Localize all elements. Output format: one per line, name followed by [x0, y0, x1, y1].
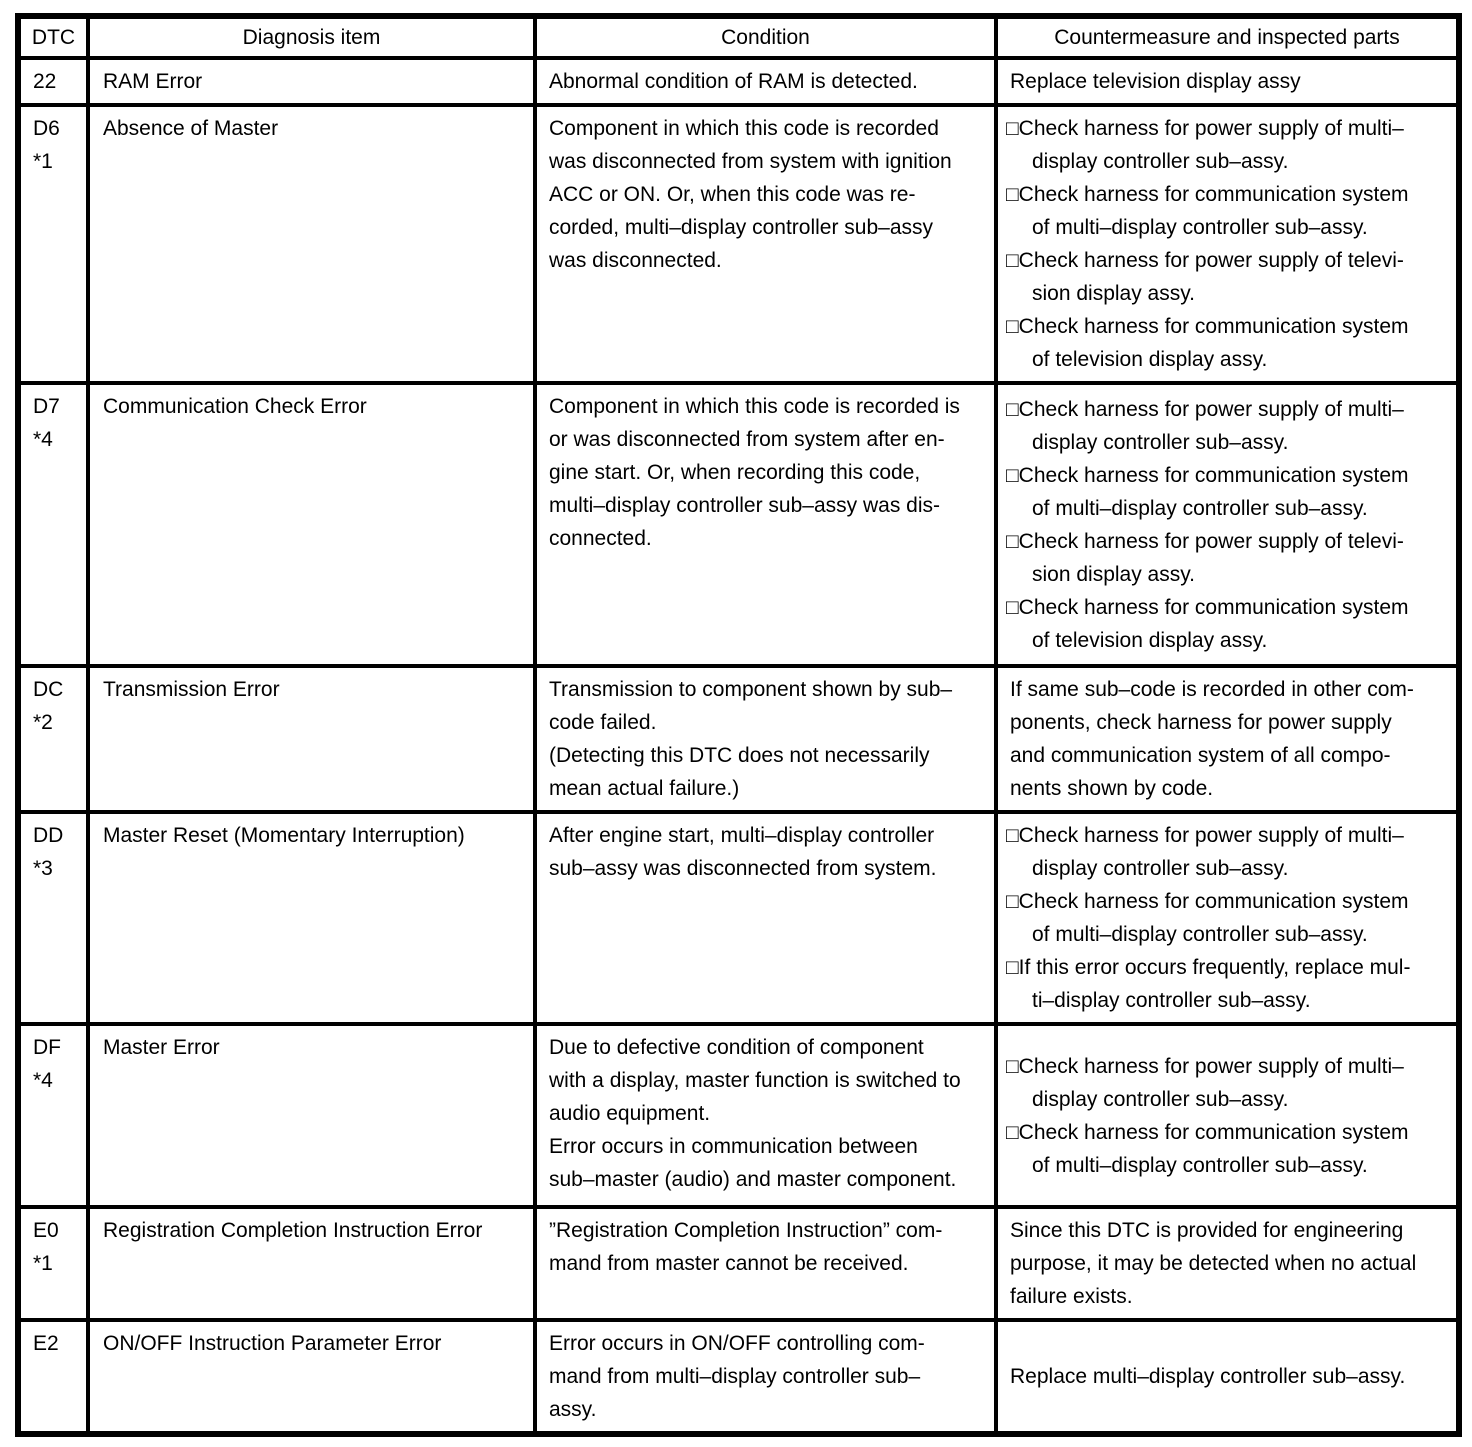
countermeasure-cell: Since this DTC is provided for engineeri…: [994, 1205, 1461, 1322]
condition-cell: Due to defective condition of component …: [533, 1022, 998, 1209]
dtc-code-cell: D6 *1: [16, 103, 90, 385]
table-row: D7 *4 Communication Check Error Componen…: [16, 381, 1461, 668]
diagnosis-item: Master Error: [103, 1036, 220, 1059]
dtc-diagnosis-table: DTC Diagnosis item Condition Countermeas…: [15, 13, 1462, 1437]
diagnosis-item-cell: Master Reset (Momentary Interruption): [86, 810, 537, 1026]
countermeasure-cell: □Check harness for power supply of multi…: [994, 381, 1461, 668]
dtc-code: DD: [33, 824, 64, 847]
dtc-code-cell: DC *2: [16, 664, 90, 814]
col-header-condition: Condition: [533, 14, 998, 60]
countermeasure-text: Replace television display assy: [1010, 70, 1301, 93]
table-header-row: DTC Diagnosis item Condition Countermeas…: [16, 14, 1461, 60]
diagnosis-item-cell: Transmission Error: [86, 664, 537, 814]
diagnosis-item-cell: RAM Error: [86, 56, 537, 107]
countermeasure-checklist-item: □Check harness for communication system …: [1006, 315, 1409, 371]
dtc-code: E0: [33, 1219, 59, 1242]
condition-text: Due to defective condition of component …: [549, 1036, 961, 1191]
diagnosis-item: Transmission Error: [103, 678, 280, 701]
dtc-note: *4: [33, 428, 53, 451]
countermeasure-text: If same sub–code is recorded in other co…: [1010, 678, 1414, 800]
table-row: E2 ON/OFF Instruction Parameter Error Er…: [16, 1318, 1461, 1436]
dtc-note: *4: [33, 1069, 53, 1092]
table-row: DD *3 Master Reset (Momentary Interrupti…: [16, 810, 1461, 1026]
condition-text: Transmission to component shown by sub– …: [549, 678, 953, 800]
condition-cell: Component in which this code is recorded…: [533, 103, 998, 385]
condition-cell: Abnormal condition of RAM is detected.: [533, 56, 998, 107]
countermeasure-checklist-item: □Check harness for power supply of telev…: [1006, 249, 1404, 305]
dtc-note: *1: [33, 1252, 53, 1275]
condition-text: Component in which this code is recorded…: [549, 117, 952, 272]
countermeasure-text: Since this DTC is provided for engineeri…: [1010, 1219, 1417, 1308]
dtc-code-cell: 22: [16, 56, 90, 107]
condition-text: Abnormal condition of RAM is detected.: [549, 70, 918, 93]
dtc-note: *3: [33, 857, 53, 880]
diagnosis-item: Communication Check Error: [103, 395, 367, 418]
condition-cell: Transmission to component shown by sub– …: [533, 664, 998, 814]
dtc-code-cell: DF *4: [16, 1022, 90, 1209]
col-header-countermeasure: Countermeasure and inspected parts: [994, 14, 1461, 60]
countermeasure-cell: If same sub–code is recorded in other co…: [994, 664, 1461, 814]
diagnosis-item-cell: Communication Check Error: [86, 381, 537, 668]
condition-text: Error occurs in ON/OFF controlling com- …: [549, 1332, 925, 1421]
dtc-code-cell: D7 *4: [16, 381, 90, 668]
dtc-code-cell: E2: [16, 1318, 90, 1436]
diagnosis-item: RAM Error: [103, 70, 203, 93]
dtc-code: E2: [33, 1332, 59, 1355]
countermeasure-checklist-item: □Check harness for power supply of telev…: [1006, 529, 1404, 586]
dtc-code-cell: DD *3: [16, 810, 90, 1026]
countermeasure-checklist-item: □If this error occurs frequently, replac…: [1006, 956, 1411, 1012]
dtc-code-cell: E0 *1: [16, 1205, 90, 1322]
countermeasure-checklist-item: □Check harness for communication system …: [1006, 1120, 1409, 1177]
countermeasure-checklist-item: □Check harness for power supply of multi…: [1006, 1054, 1404, 1111]
countermeasure-checklist-item: □Check harness for power supply of multi…: [1006, 397, 1404, 454]
countermeasure-cell: Replace television display assy: [994, 56, 1461, 107]
condition-cell: Component in which this code is recorded…: [533, 381, 998, 668]
countermeasure-checklist-item: □Check harness for communication system …: [1006, 595, 1409, 652]
diagnosis-item: ON/OFF Instruction Parameter Error: [103, 1332, 442, 1355]
dtc-code: 22: [33, 70, 57, 93]
dtc-code: D6: [33, 117, 60, 140]
table-row: E0 *1 Registration Completion Instructio…: [16, 1205, 1461, 1322]
condition-cell: Error occurs in ON/OFF controlling com- …: [533, 1318, 998, 1436]
countermeasure-checklist-item: □Check harness for power supply of multi…: [1006, 824, 1404, 880]
dtc-note: *1: [33, 150, 53, 173]
table-row: D6 *1 Absence of Master Component in whi…: [16, 103, 1461, 385]
col-header-diagnosis-item: Diagnosis item: [86, 14, 537, 60]
countermeasure-checklist-item: □Check harness for power supply of multi…: [1006, 117, 1404, 173]
table-row: 22 RAM Error Abnormal condition of RAM i…: [16, 56, 1461, 107]
dtc-code: DC: [33, 678, 64, 701]
condition-text: Component in which this code is recorded…: [549, 395, 960, 550]
dtc-note: *2: [33, 711, 53, 734]
dtc-code: D7: [33, 395, 60, 418]
countermeasure-checklist-item: □Check harness for communication system …: [1006, 183, 1409, 239]
diagnosis-item-cell: Registration Completion Instruction Erro…: [86, 1205, 537, 1322]
condition-text: ”Registration Completion Instruction” co…: [549, 1219, 943, 1275]
countermeasure-checklist-item: □Check harness for communication system …: [1006, 463, 1409, 520]
diagnosis-item-cell: ON/OFF Instruction Parameter Error: [86, 1318, 537, 1436]
countermeasure-cell: □Check harness for power supply of multi…: [994, 1022, 1461, 1209]
diagnosis-item: Registration Completion Instruction Erro…: [103, 1219, 483, 1242]
countermeasure-checklist-item: □Check harness for communication system …: [1006, 890, 1409, 946]
countermeasure-cell: □Check harness for power supply of multi…: [994, 810, 1461, 1026]
condition-cell: ”Registration Completion Instruction” co…: [533, 1205, 998, 1322]
condition-cell: After engine start, multi–display contro…: [533, 810, 998, 1026]
table-row: DC *2 Transmission Error Transmission to…: [16, 664, 1461, 814]
diagnosis-item: Absence of Master: [103, 117, 279, 140]
diagnosis-item-cell: Absence of Master: [86, 103, 537, 385]
countermeasure-cell: Replace multi–display controller sub–ass…: [994, 1318, 1461, 1436]
dtc-code: DF: [33, 1036, 61, 1059]
countermeasure-text: Replace multi–display controller sub–ass…: [1010, 1365, 1406, 1388]
condition-text: After engine start, multi–display contro…: [549, 824, 937, 880]
col-header-dtc: DTC: [16, 14, 90, 60]
countermeasure-cell: □Check harness for power supply of multi…: [994, 103, 1461, 385]
diagnosis-item: Master Reset (Momentary Interruption): [103, 824, 465, 847]
table-row: DF *4 Master Error Due to defective cond…: [16, 1022, 1461, 1209]
diagnosis-item-cell: Master Error: [86, 1022, 537, 1209]
